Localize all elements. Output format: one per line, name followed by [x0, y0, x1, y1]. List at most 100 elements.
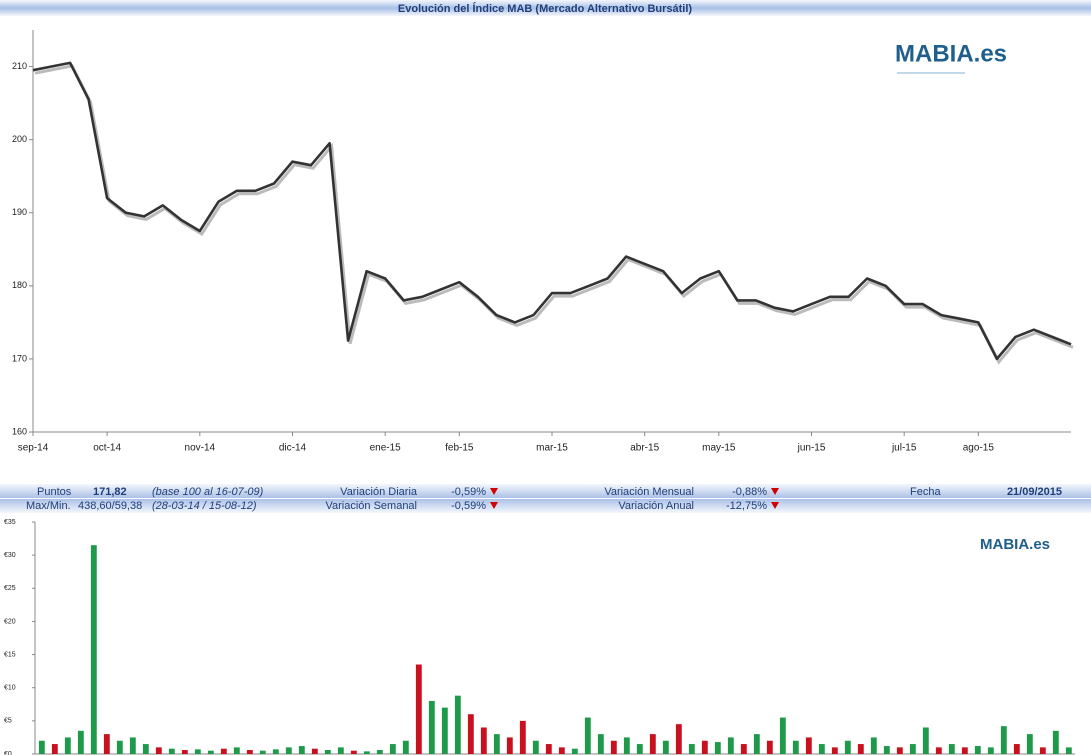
- bar: [181, 750, 188, 754]
- bar: [610, 740, 617, 754]
- bar: [337, 747, 344, 754]
- info-text: -0,59%: [451, 486, 486, 498]
- bar: [558, 747, 565, 754]
- info-text: 438,60/59,38: [78, 500, 142, 512]
- bar: [233, 747, 240, 754]
- bar: [870, 737, 877, 754]
- info-text: Variación Anual: [618, 500, 694, 512]
- bar: [506, 737, 513, 754]
- bar: [1000, 726, 1007, 754]
- logo: MABIA.es: [895, 40, 1007, 67]
- bar: [103, 734, 110, 754]
- title-bar: [0, 0, 1091, 16]
- y-tick-label: €30: [4, 552, 16, 559]
- y-tick-label: €15: [4, 651, 16, 658]
- y-tick-label: 170: [12, 353, 27, 363]
- bar: [779, 717, 786, 754]
- bar: [38, 740, 45, 754]
- info-text: -0,59%: [451, 500, 486, 512]
- y-tick-label: 180: [12, 280, 27, 290]
- bar: [194, 749, 201, 754]
- x-tick-label: ago-15: [963, 443, 995, 454]
- bar: [792, 740, 799, 754]
- bar: [1065, 747, 1072, 754]
- info-text: (base 100 al 16-07-09): [152, 486, 264, 498]
- info-text: Max/Min.: [26, 500, 71, 512]
- x-tick-label: jul-15: [891, 443, 917, 454]
- info-text: -0,88%: [732, 486, 767, 498]
- info-text: 171,82: [93, 486, 127, 498]
- bar: [922, 727, 929, 754]
- info-text: 21/09/2015: [1007, 486, 1062, 498]
- bar: [636, 744, 643, 754]
- bar: [441, 707, 448, 754]
- bar: [831, 747, 838, 754]
- bar: [389, 744, 396, 754]
- bar: [402, 740, 409, 754]
- bar: [584, 717, 591, 754]
- bar: [623, 737, 630, 754]
- bar: [662, 740, 669, 754]
- bar: [77, 730, 84, 754]
- bar: [1013, 744, 1020, 754]
- bar: [519, 720, 526, 754]
- bar: [818, 744, 825, 754]
- x-tick-label: abr-15: [630, 443, 659, 454]
- bar: [272, 749, 279, 754]
- bar: [727, 737, 734, 754]
- x-tick-label: jun-15: [797, 443, 826, 454]
- bar: [714, 742, 721, 754]
- bar: [740, 744, 747, 754]
- bar: [428, 700, 435, 754]
- down-arrow: [771, 502, 779, 509]
- bar: [701, 740, 708, 754]
- y-tick-label: 190: [12, 207, 27, 217]
- x-tick-label: oct-14: [93, 443, 121, 454]
- bar: [363, 751, 370, 754]
- bar: [896, 747, 903, 754]
- bar: [168, 748, 175, 754]
- info-text: Variación Semanal: [325, 500, 417, 512]
- bar: [935, 747, 942, 754]
- x-tick-label: may-15: [702, 443, 736, 454]
- y-tick-label: €35: [4, 519, 16, 526]
- bar: [298, 746, 305, 754]
- bar: [376, 750, 383, 754]
- bar: [857, 744, 864, 754]
- bar: [571, 748, 578, 754]
- x-tick-label: dic-14: [279, 443, 307, 454]
- y-tick-label: €20: [4, 618, 16, 625]
- bar: [480, 727, 487, 754]
- info-text: Fecha: [910, 486, 941, 498]
- line: [32, 61, 1072, 361]
- bar: [51, 744, 58, 754]
- y-tick-label: 200: [12, 134, 27, 144]
- bar: [805, 737, 812, 754]
- bar: [246, 750, 253, 754]
- bar: [142, 744, 149, 754]
- bar: [961, 747, 968, 754]
- y-tick-label: 210: [12, 61, 27, 71]
- x-tick-label: ene-15: [370, 443, 402, 454]
- bar: [532, 740, 539, 754]
- info-text: Variación Mensual: [604, 486, 694, 498]
- bar: [350, 750, 357, 754]
- bar: [753, 734, 760, 754]
- bar: [909, 744, 916, 754]
- x-tick-label: nov-14: [185, 443, 216, 454]
- y-tick-label: €10: [4, 685, 16, 692]
- bar: [467, 714, 474, 754]
- bar: [311, 748, 318, 754]
- bar: [649, 734, 656, 754]
- bar: [597, 734, 604, 754]
- bar: [545, 744, 552, 754]
- bar: [948, 744, 955, 754]
- bar: [1026, 734, 1033, 754]
- down-arrow: [490, 502, 498, 509]
- bar: [116, 740, 123, 754]
- bar: [688, 744, 695, 754]
- bar: [207, 750, 214, 754]
- chart-title: Evolución del Índice MAB (Mercado Altern…: [398, 2, 693, 15]
- y-tick-label: 160: [12, 426, 27, 436]
